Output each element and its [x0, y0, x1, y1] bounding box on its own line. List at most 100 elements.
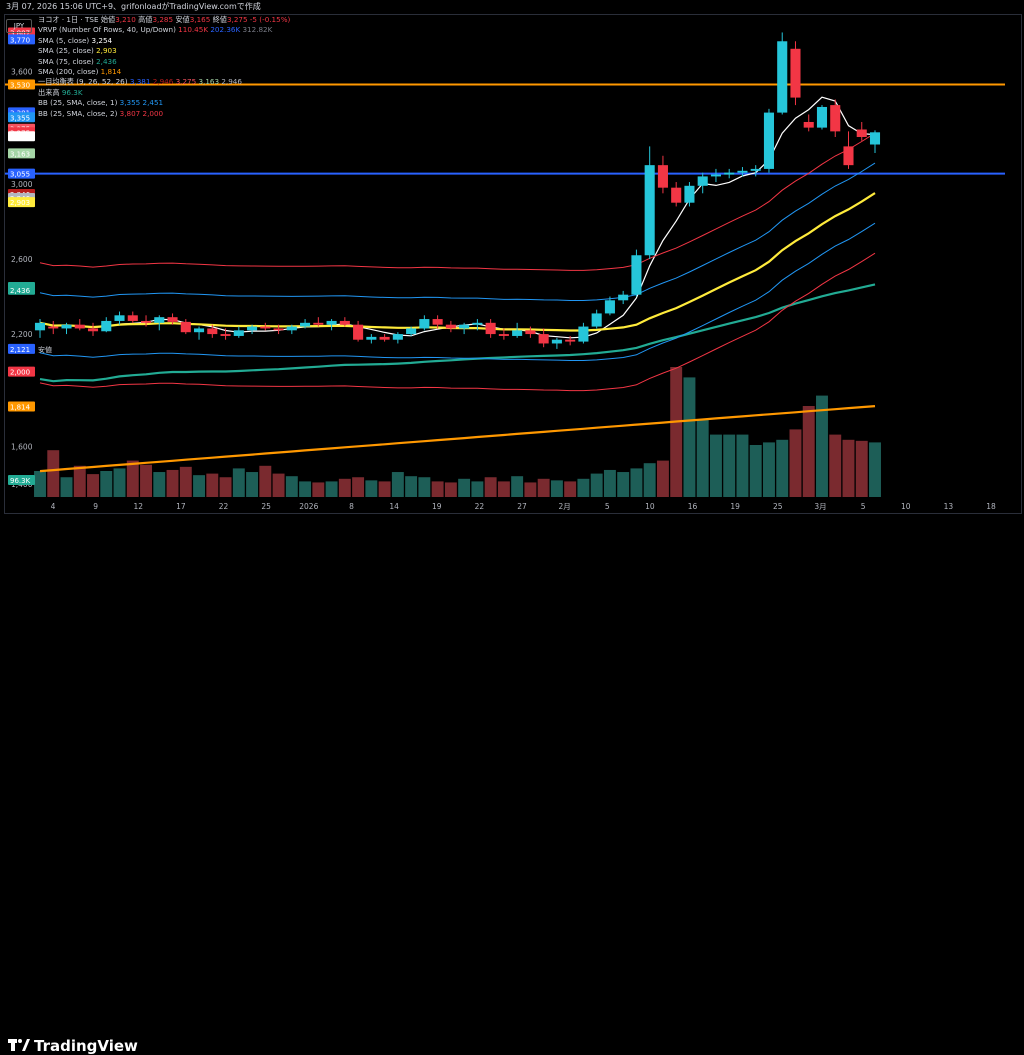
legend-indicator-row[interactable]: SMA (75, close) 2,436: [38, 57, 290, 67]
legend-indicator-row[interactable]: BB (25, SMA, close, 1) 3,355 2,451: [38, 98, 290, 108]
time-axis-tick: 27: [517, 502, 527, 511]
volume-bar: [47, 450, 60, 497]
volume-bar: [511, 476, 524, 497]
sma200-line: [39, 405, 876, 473]
volume-bar: [246, 472, 259, 497]
volume-bar: [87, 474, 99, 497]
bb-upper1-line: [39, 162, 876, 301]
price-label: 3,355: [10, 114, 30, 122]
time-axis-tick: 5: [861, 502, 866, 511]
legend-indicator-name: SMA (25, close): [38, 46, 97, 56]
volume-label-bg: [8, 475, 35, 485]
footer: TradingView: [0, 514, 1024, 1055]
volume-bar: [325, 481, 338, 497]
candle-body: [313, 322, 324, 325]
candle-body: [671, 187, 682, 203]
volume-bar: [140, 464, 152, 497]
tradingview-logo: TradingView: [8, 1037, 138, 1055]
price-label: 2,903: [10, 199, 30, 207]
candle-body: [207, 328, 218, 335]
time-axis-tick: 14: [389, 502, 399, 511]
time-axis-tick: 12: [133, 502, 143, 511]
legend-indicator-row[interactable]: SMA (5, close) 3,254: [38, 36, 290, 46]
volume-bar: [34, 471, 46, 497]
time-axis-tick: 2月: [558, 502, 570, 511]
volume-bar: [656, 460, 669, 497]
legend-indicator-row[interactable]: 出来高 96.3K: [38, 88, 290, 98]
legend-indicator-value: 2,903: [96, 46, 117, 56]
volume-bar: [166, 469, 179, 497]
price-label: 2,436: [10, 287, 31, 295]
volume-bar: [444, 482, 457, 497]
legend-indicator-name: SMA (200, close): [38, 67, 101, 77]
time-axis-tick: 19: [432, 502, 442, 511]
legend-indicator-value: 3,355: [119, 98, 143, 108]
legend-indicator-row[interactable]: BB (25, SMA, close, 2) 3,807 2,000: [38, 109, 290, 119]
volume-bar: [113, 468, 126, 497]
price-label-bg: [8, 131, 35, 142]
volume-bar: [869, 442, 881, 497]
legend-ohlc-item: 高値3,285: [135, 15, 174, 24]
volume-bar: [365, 480, 378, 497]
volume-bar: [206, 473, 219, 497]
candle-body: [631, 255, 642, 295]
volume-bar: [723, 434, 736, 497]
legend-indicator-value: 110.45K: [178, 25, 211, 35]
volume-bar: [272, 473, 285, 497]
legend-indicator-row[interactable]: VRVP (Number Of Rows, 40, Up/Down) 110.4…: [38, 25, 290, 35]
volume-bar: [617, 472, 630, 497]
candle-body: [485, 322, 496, 335]
candle-body: [154, 317, 165, 323]
volume-bar: [378, 481, 391, 497]
candle-body: [61, 324, 72, 329]
price-label: 3,807: [10, 29, 30, 37]
volume-bar: [405, 476, 418, 497]
bb-lower2-line: [39, 252, 876, 392]
volume-bar: [232, 468, 245, 497]
legend-indicator-row[interactable]: SMA (25, close) 2,903: [38, 46, 290, 56]
candle-body: [869, 132, 881, 145]
legend-ohlc-item: 終値3,275: [210, 15, 248, 24]
candle-body: [392, 334, 403, 340]
sma25-line: [39, 192, 876, 332]
volume-bar: [842, 439, 855, 497]
volume-bar: [418, 477, 431, 497]
legend-ohlc-item: 始値3,210: [100, 15, 136, 24]
price-label: 3,770: [10, 36, 30, 44]
legend-ohlc-item: 安値3,165: [173, 15, 211, 24]
price-label-bg: [8, 34, 35, 45]
candle-body: [591, 313, 602, 327]
candle-body: [339, 320, 350, 325]
price-label: 2,121: [10, 346, 30, 354]
legend-indicator-value: 3,381: [129, 77, 153, 87]
price-axis-tick: 3,000: [11, 180, 33, 189]
time-axis-tick: 3月: [814, 502, 826, 511]
candle-body: [472, 322, 483, 325]
volume-bar: [179, 466, 192, 497]
time-axis-tick: 9: [93, 502, 98, 511]
candle-body: [512, 330, 523, 336]
legend-indicator-value: 2,946: [152, 77, 176, 87]
price-label-suffix: 安値: [38, 345, 52, 354]
price-label: 3,163: [10, 150, 30, 158]
volume-bar: [458, 478, 471, 497]
volume-bar: [537, 478, 550, 497]
candle-body: [406, 328, 417, 335]
volume-bar: [219, 477, 232, 497]
legend-indicator-value: 2,451: [142, 98, 164, 108]
candle-body: [445, 324, 456, 329]
chart-area[interactable]: 1,4001,6002,0002,2002,6003,0003,6003,807…: [4, 14, 1022, 514]
chart-canvas[interactable]: 1,4001,6002,0002,2002,6003,0003,6003,807…: [5, 15, 1021, 513]
legend-indicator-value: 3,275: [175, 77, 199, 87]
candle-body: [34, 322, 46, 331]
time-axis-tick: 22: [475, 502, 485, 511]
volume-bar: [590, 473, 603, 497]
legend-indicator-row[interactable]: 一目均衡表 (9, 26, 52, 26) 3,381 2,946 3,275 …: [38, 77, 290, 87]
price-label-bg: [8, 148, 35, 159]
legend-indicator-value: 2,946: [221, 77, 242, 87]
currency-button[interactable]: JPY: [6, 19, 32, 33]
volume-bar: [776, 439, 789, 497]
candle-body: [419, 319, 430, 329]
tv-logo-icon: [8, 1037, 30, 1055]
legend-indicator-row[interactable]: SMA (200, close) 1,814: [38, 67, 290, 77]
